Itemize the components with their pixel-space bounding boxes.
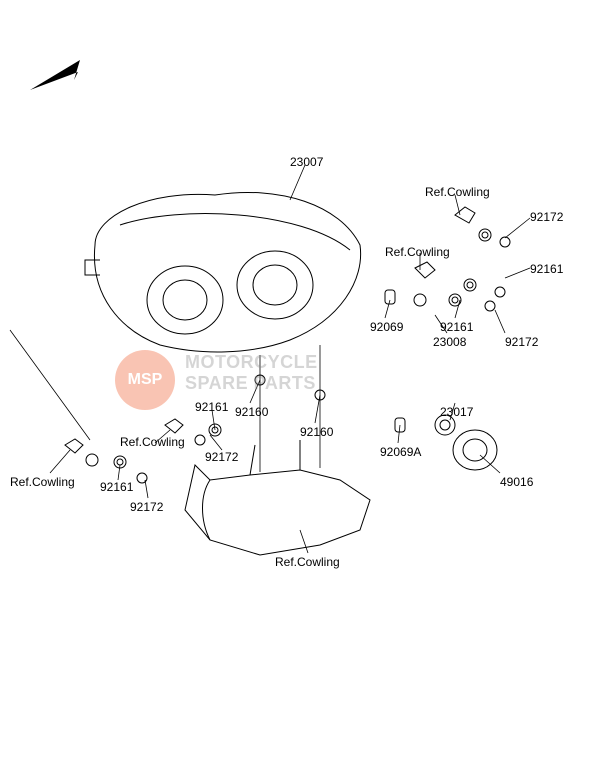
part-label-l23017: 23017 [440, 405, 473, 419]
part-label-l92172c: 92172 [205, 450, 238, 464]
headlamp-assembly [85, 192, 361, 352]
part-label-l49016: 49016 [500, 475, 533, 489]
part-label-l92069A: 92069A [380, 445, 421, 459]
diagram-canvas: MSP MOTORCYCLE SPARE PARTS 23007 Ref.Cowl… [0, 0, 600, 773]
part-label-lrefc1: Ref.Cowling [425, 185, 490, 199]
part-label-lrefc2: Ref.Cowling [385, 245, 450, 259]
direction-arrow [30, 60, 80, 90]
part-label-l92160a: 92160 [235, 405, 268, 419]
watermark-text: MOTORCYCLE SPARE PARTS [185, 352, 318, 394]
part-label-l92161c: 92161 [195, 400, 228, 414]
part-label-l92160b: 92160 [300, 425, 333, 439]
watermark-line2: SPARE PARTS [185, 373, 318, 394]
part-label-lrefc3: Ref.Cowling [120, 435, 185, 449]
watermark-line1: MOTORCYCLE [185, 352, 318, 373]
part-label-l23008: 23008 [433, 335, 466, 349]
part-label-l92161a: 92161 [530, 262, 563, 276]
part-label-l92172b: 92172 [505, 335, 538, 349]
part-label-lrefc5: Ref.Cowling [275, 555, 340, 569]
part-label-l23007: 23007 [290, 155, 323, 169]
watermark-badge-text: MSP [128, 371, 163, 389]
part-label-l92161b: 92161 [440, 320, 473, 334]
part-label-l92172a: 92172 [530, 210, 563, 224]
part-label-lrefc4: Ref.Cowling [10, 475, 75, 489]
part-label-l92172d: 92172 [130, 500, 163, 514]
watermark-badge: MSP [115, 350, 175, 410]
part-label-l92161d: 92161 [100, 480, 133, 494]
part-label-l92069: 92069 [370, 320, 403, 334]
